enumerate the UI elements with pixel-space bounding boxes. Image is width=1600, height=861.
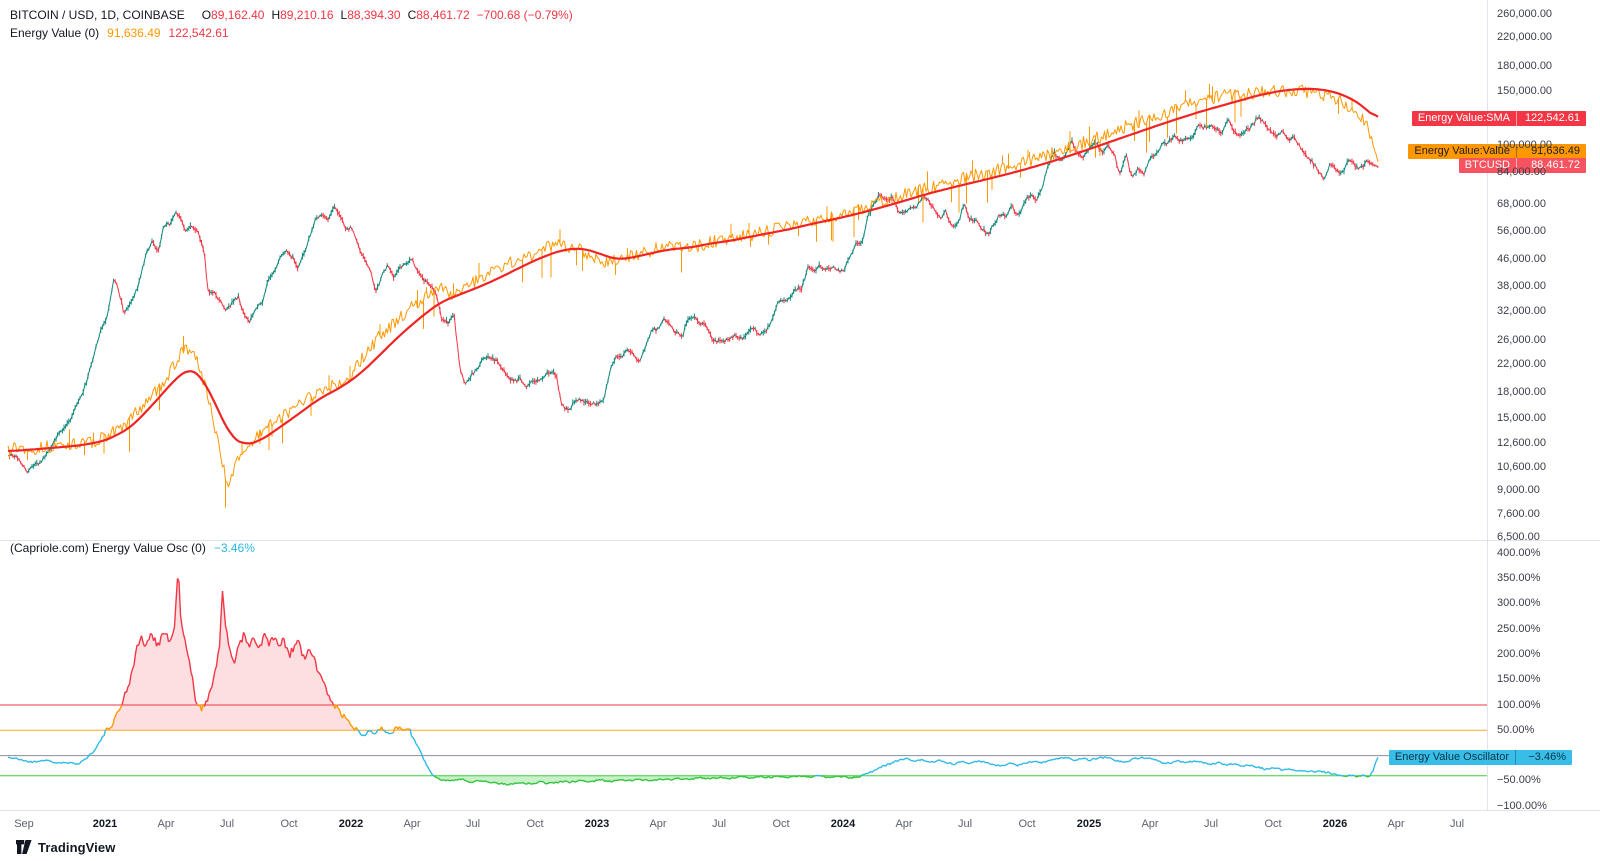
price-label-oscillator-text: Energy Value Oscillator: [1394, 751, 1509, 763]
low-key: L: [340, 8, 348, 22]
price-tick-label: 32,000.00: [1497, 304, 1546, 317]
time-axis-border: [0, 810, 1600, 811]
pane-separator[interactable]: [0, 540, 1600, 541]
tradingview-logo[interactable]: TradingView: [16, 840, 115, 855]
time-label-year: 2025: [1076, 818, 1102, 830]
price-label-oscillator: Energy Value Oscillator −3.46%: [1388, 750, 1572, 765]
price-tick-label: 38,000.00: [1497, 280, 1546, 293]
price-tick-label: 220,000.00: [1497, 31, 1553, 44]
open-value: 89,162.40: [211, 8, 265, 22]
time-label-month: Jul: [1449, 818, 1465, 830]
time-label-month: Apr: [649, 818, 667, 830]
price-tick-label: 56,000.00: [1497, 225, 1546, 238]
time-label-year: 2022: [338, 818, 364, 830]
symbol-title[interactable]: BITCOIN / USD, 1D, COINBASE: [10, 8, 185, 22]
time-label-month: Jul: [1203, 818, 1219, 830]
oscillator-legend: (Capriole.com) Energy Value Osc (0) −3.46…: [10, 541, 255, 555]
oscillator-tick-label: 400.00%: [1497, 546, 1541, 559]
price-label-oscillator-value: −3.46%: [1515, 750, 1572, 765]
price-label-energy-value-text: Energy Value:Value: [1414, 145, 1510, 157]
price-tick-label: 10,600.00: [1497, 461, 1546, 474]
time-label-month: Jul: [957, 818, 973, 830]
time-label-month: Apr: [403, 818, 421, 830]
time-label-month: Jul: [711, 818, 727, 830]
price-tick-label: 7,600.00: [1497, 508, 1540, 521]
time-label-month: Sep: [14, 818, 34, 830]
oscillator-tick-label: 200.00%: [1497, 647, 1541, 660]
time-label-month: Apr: [895, 818, 913, 830]
price-tick-label: 22,000.00: [1497, 357, 1546, 370]
tradingview-logo-text: TradingView: [38, 840, 116, 855]
time-label-month: Jul: [465, 818, 481, 830]
price-tick-label: 100,000.00: [1497, 138, 1553, 151]
price-tick-label: 150,000.00: [1497, 85, 1553, 98]
oscillator-tick-label: −100.00%: [1497, 799, 1547, 812]
price-label-btcusd-value: 88,461.72: [1516, 158, 1586, 173]
time-label-month: Oct: [1264, 818, 1282, 830]
indicator-sma-value: 122,542.61: [168, 26, 229, 40]
time-label-year: 2021: [92, 818, 118, 830]
oscillator-tick-label: 150.00%: [1497, 673, 1541, 686]
price-tick-label: 18,000.00: [1497, 386, 1546, 399]
oscillator-tick-label: 250.00%: [1497, 622, 1541, 635]
time-label-month: Jul: [219, 818, 235, 830]
oscillator-title[interactable]: (Capriole.com) Energy Value Osc (0): [10, 541, 206, 555]
time-label-month: Oct: [526, 818, 544, 830]
low-value: 88,394.30: [347, 8, 401, 22]
time-label-month: Apr: [1141, 818, 1159, 830]
price-label-energy-sma: Energy Value:SMA 122,542.61: [1411, 111, 1586, 126]
price-tick-label: 84,000.00: [1497, 165, 1546, 178]
indicator-value: 91,636.49: [107, 26, 161, 40]
change-value: −700.68 (−0.79%): [476, 8, 573, 22]
price-tick-label: 26,000.00: [1497, 333, 1546, 346]
price-label-energy-value: Energy Value:Value 91,636.49: [1408, 144, 1586, 159]
price-label-energy-sma-value: 122,542.61: [1516, 111, 1586, 126]
price-tick-label: 68,000.00: [1497, 197, 1546, 210]
open-key: O: [201, 8, 212, 22]
high-key: H: [271, 8, 281, 22]
oscillator-pane-series: [0, 577, 1487, 786]
main-legend: BITCOIN / USD, 1D, COINBASE O89,162.40 H89…: [10, 6, 573, 42]
price-pane-series: [7, 83, 1379, 508]
time-label-month: Oct: [772, 818, 790, 830]
oscillator-tick-label: 50.00%: [1497, 723, 1535, 736]
time-label-month: Oct: [280, 818, 298, 830]
oscillator-tick-label: 300.00%: [1497, 597, 1541, 610]
price-tick-label: 15,000.00: [1497, 411, 1546, 424]
tradingview-logo-icon: [16, 840, 32, 854]
indicator-title[interactable]: Energy Value (0): [10, 26, 100, 40]
oscillator-tick-label: 100.00%: [1497, 698, 1541, 711]
price-tick-label: 6,500.00: [1497, 530, 1540, 543]
close-value: 88,461.72: [416, 8, 470, 22]
oscillator-value: −3.46%: [213, 541, 255, 555]
time-label-year: 2026: [1322, 818, 1348, 830]
price-label-btcusd-text: BTCUSD: [1464, 159, 1510, 171]
price-tick-label: 180,000.00: [1497, 59, 1553, 72]
time-label-month: Apr: [157, 818, 175, 830]
close-key: C: [407, 8, 417, 22]
price-tick-label: 46,000.00: [1497, 253, 1546, 266]
oscillator-tick-label: 350.00%: [1497, 572, 1541, 584]
time-label-year: 2024: [830, 818, 856, 830]
time-label-month: Oct: [1018, 818, 1036, 830]
time-axis[interactable]: Sep 2021 Apr Jul Oct 2022 Apr Jul Oct 2023 Apr Jul O…: [0, 811, 1600, 837]
price-label-energy-value-value: 91,636.49: [1516, 144, 1586, 159]
price-axis-border: [1487, 0, 1488, 810]
price-tick-label: 9,000.00: [1497, 484, 1540, 497]
price-axis[interactable]: 260,000.00 220,000.00 180,000.00 150,000.00…: [1488, 0, 1600, 812]
oscillator-tick-label: −50.00%: [1497, 774, 1541, 787]
time-label-month: Apr: [1387, 818, 1405, 830]
price-label-energy-sma-text: Energy Value:SMA: [1417, 112, 1510, 124]
time-label-year: 2023: [584, 818, 610, 830]
high-value: 89,210.16: [280, 8, 334, 22]
price-tick-label: 260,000.00: [1497, 7, 1553, 20]
price-tick-label: 12,600.00: [1497, 436, 1546, 449]
price-label-btcusd: BTCUSD 88,461.72: [1458, 158, 1586, 173]
